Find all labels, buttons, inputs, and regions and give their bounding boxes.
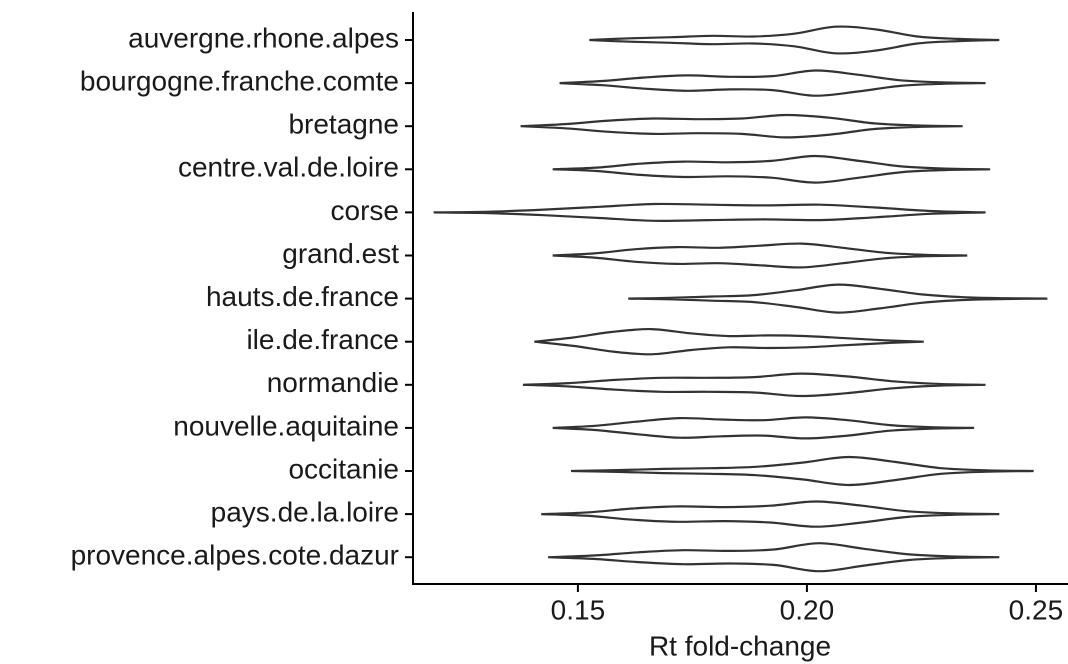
violin [559, 69, 986, 97]
y-tick-label: auvergne.rhone.alpes [128, 22, 399, 53]
y-tick-label: hauts.de.france [206, 281, 399, 312]
x-tick-label: 0.25 [1009, 594, 1064, 625]
y-tick-label: bourgogne.franche.comte [80, 65, 399, 96]
y-tick-label: pays.de.la.loire [211, 496, 399, 527]
violin [589, 25, 1000, 55]
y-tick-label: occitanie [288, 453, 399, 484]
y-tick-label: nouvelle.aquitaine [173, 410, 399, 441]
y-tick-label: corse [331, 195, 399, 226]
violin [520, 113, 963, 139]
x-tick-label: 0.20 [780, 594, 835, 625]
y-tick-label: normandie [267, 367, 399, 398]
violin [548, 542, 1000, 573]
violin [522, 372, 986, 398]
x-tick-label: 0.15 [551, 594, 606, 625]
violin [628, 283, 1048, 314]
violin [534, 327, 924, 356]
violin [571, 455, 1034, 487]
y-tick-label: bretagne [288, 109, 399, 140]
y-tick-label: provence.alpes.cote.dazur [71, 540, 399, 571]
violin [541, 500, 1000, 528]
violin [552, 242, 968, 269]
y-tick-label: ile.de.france [246, 324, 399, 355]
violin [433, 202, 986, 222]
violin [552, 154, 991, 184]
y-tick-label: grand.est [282, 238, 399, 269]
x-axis-title: Rt fold-change [649, 630, 831, 661]
violin [552, 416, 975, 440]
y-tick-label: centre.val.de.loire [178, 152, 399, 183]
